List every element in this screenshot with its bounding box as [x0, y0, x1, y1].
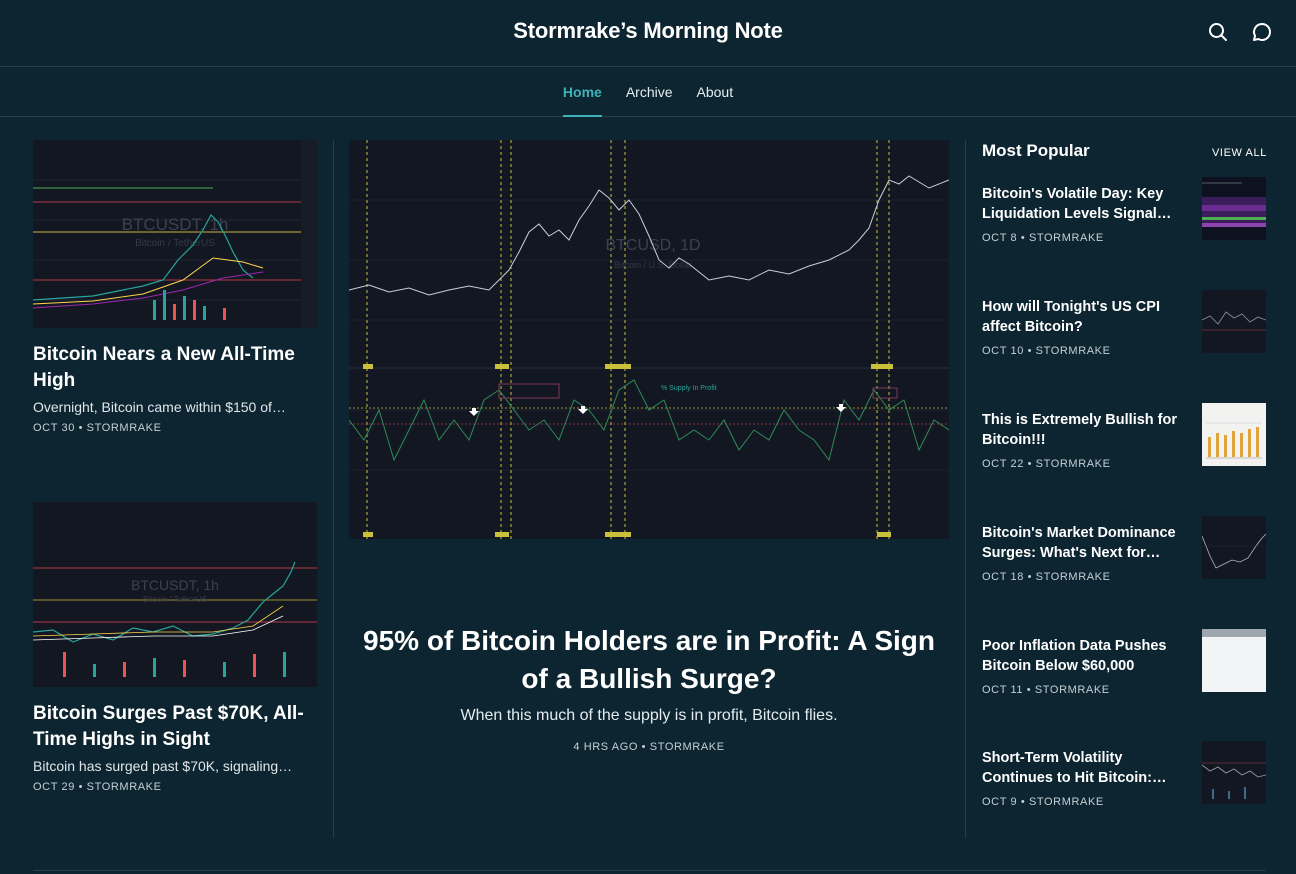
panel-label: % Supply In Profit	[661, 385, 717, 392]
post-title[interactable]: Bitcoin Surges Past $70K, All-Time Highs…	[33, 703, 304, 750]
featured-meta: 4 HRS AGO • STORMRAKE	[573, 741, 725, 753]
post-meta: OCT 29 • STORMRAKE	[33, 781, 162, 793]
post-thumbnail[interactable]: BTCUSDT, 1h Bitcoin / TetherUS	[33, 140, 317, 328]
popular-thumbnail[interactable]	[1202, 177, 1266, 240]
featured-image[interactable]: BTCUSD, 1D Bitcoin / U.S. Dollar % Suppl…	[349, 140, 949, 539]
most-popular-heading: Most Popular	[982, 141, 1090, 160]
chart-watermark-sub: Bitcoin / U.S. Dollar	[614, 260, 692, 270]
view-all-link[interactable]: VIEW ALL	[1212, 147, 1267, 159]
popular-meta: OCT 22 • STORMRAKE	[982, 458, 1111, 470]
post-thumbnail[interactable]: BTCUSDT, 1h Bitcoin / TetherUS	[33, 502, 317, 687]
popular-title[interactable]: Bitcoin's Volatile Day: Key Liquidation …	[982, 186, 1172, 222]
nav-about[interactable]: About	[696, 84, 734, 100]
column-divider	[965, 140, 966, 838]
post-meta: OCT 30 • STORMRAKE	[33, 422, 162, 434]
featured-title[interactable]: 95% of Bitcoin Holders are in Profit: A …	[363, 625, 935, 694]
popular-item[interactable]: Bitcoin's Volatile Day: Key Liquidation …	[982, 177, 1266, 254]
popular-meta: OCT 8 • STORMRAKE	[982, 232, 1104, 244]
post-excerpt: Bitcoin has surged past $70K, signaling…	[33, 758, 293, 774]
popular-thumbnail[interactable]	[1202, 629, 1266, 692]
nav-archive[interactable]: Archive	[625, 84, 673, 100]
post-title[interactable]: Bitcoin Nears a New All-Time High	[33, 344, 295, 391]
featured-subtitle: When this much of the supply is in profi…	[460, 707, 838, 724]
column-divider	[333, 140, 334, 838]
popular-title[interactable]: Short-Term Volatility Continues to Hit B…	[982, 750, 1167, 786]
search-icon[interactable]	[1206, 20, 1230, 44]
footer-divider	[33, 870, 1266, 871]
popular-title[interactable]: How will Tonight's US CPI affect Bitcoin…	[982, 299, 1160, 335]
popular-item[interactable]: How will Tonight's US CPI affect Bitcoin…	[982, 290, 1266, 367]
main-nav: Home Archive About	[0, 67, 1296, 117]
popular-meta: OCT 10 • STORMRAKE	[982, 345, 1111, 357]
thumb-watermark-sub: Bitcoin / TetherUS	[135, 238, 215, 249]
post-card[interactable]: BTCUSDT, 1h Bitcoin / TetherUS Bitcoin S…	[33, 502, 317, 793]
popular-item[interactable]: Short-Term Volatility Continues to Hit B…	[982, 741, 1266, 818]
popular-meta: OCT 18 • STORMRAKE	[982, 571, 1111, 583]
popular-thumbnail[interactable]	[1202, 290, 1266, 353]
popular-item[interactable]: Bitcoin's Market Dominance Surges: What'…	[982, 516, 1266, 593]
popular-title[interactable]: Bitcoin's Market Dominance Surges: What'…	[982, 525, 1176, 561]
chat-icon[interactable]	[1250, 20, 1274, 44]
post-card[interactable]: BTCUSDT, 1h Bitcoin / TetherUS Bitcoin N…	[33, 140, 317, 434]
site-title[interactable]: Stormrake’s Morning Note	[513, 18, 783, 43]
popular-item[interactable]: This is Extremely Bullish for Bitcoin!!!…	[982, 403, 1266, 480]
popular-meta: OCT 11 • STORMRAKE	[982, 684, 1110, 696]
popular-item[interactable]: Poor Inflation Data Pushes Bitcoin Below…	[982, 629, 1266, 706]
thumb-watermark-sub: Bitcoin / TetherUS	[143, 595, 207, 604]
top-bar: Stormrake’s Morning Note	[0, 0, 1296, 67]
popular-title[interactable]: Poor Inflation Data Pushes Bitcoin Below…	[982, 638, 1167, 674]
popular-thumbnail[interactable]	[1202, 403, 1266, 466]
popular-thumbnail[interactable]	[1202, 516, 1266, 579]
thumb-watermark: BTCUSDT, 1h	[122, 215, 229, 234]
post-excerpt: Overnight, Bitcoin came within $150 of…	[33, 399, 286, 415]
popular-thumbnail[interactable]	[1202, 741, 1266, 804]
popular-title[interactable]: This is Extremely Bullish for Bitcoin!!!	[982, 412, 1177, 448]
nav-home[interactable]: Home	[562, 67, 602, 117]
thumb-watermark: BTCUSDT, 1h	[131, 577, 219, 593]
popular-meta: OCT 9 • STORMRAKE	[982, 796, 1104, 808]
